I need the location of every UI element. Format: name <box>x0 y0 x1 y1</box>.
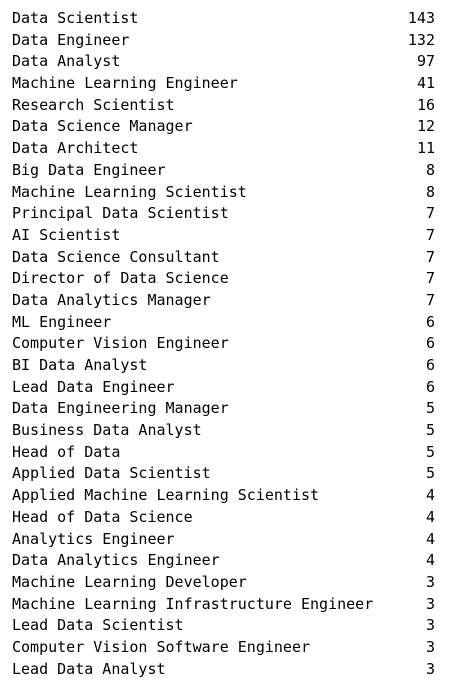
list-item: Head of Data 5 <box>0 442 449 464</box>
job-count: 3 <box>425 637 435 656</box>
job-title: Data Scientist <box>12 9 139 27</box>
job-count: 143 <box>407 9 435 27</box>
job-title: BI Data Analyst <box>12 356 148 374</box>
list-item: Principal Data Scientist 7 <box>0 203 449 225</box>
job-count: 16 <box>416 95 435 114</box>
list-item: Computer Vision Engineer 6 <box>0 333 449 355</box>
job-title: Data Analyst <box>12 52 121 71</box>
list-item: Research Scientist 16 <box>0 95 449 117</box>
job-count: 8 <box>425 182 435 201</box>
job-title: Big Data Engineer <box>12 160 166 179</box>
job-count: 6 <box>425 377 435 396</box>
job-title: Machine Learning Engineer <box>12 74 238 93</box>
job-title: Research Scientist <box>12 95 175 114</box>
list-item: Machine Learning Engineer 41 <box>0 73 449 95</box>
job-title: Head of Data Science <box>12 507 193 526</box>
job-title: Machine Learning Infrastructure Engineer <box>12 594 374 613</box>
job-count: 4 <box>425 529 435 548</box>
job-count: 7 <box>425 247 435 266</box>
list-item: Data Science Consultant 7 <box>0 247 449 269</box>
job-title: Machine Learning Scientist <box>12 182 247 201</box>
list-item: Computer Vision Software Engineer 3 <box>0 637 449 659</box>
list-item: Machine Learning Infrastructure Engineer… <box>0 594 449 616</box>
list-item: Machine Learning Developer 3 <box>0 572 449 594</box>
list-item: Data Scientist 143 <box>0 8 449 30</box>
job-title: Data Science Manager <box>12 117 193 136</box>
job-count: 4 <box>425 507 435 526</box>
job-count: 12 <box>416 117 435 136</box>
list-item: Data Engineer 132 <box>0 30 449 52</box>
job-count: 5 <box>425 399 435 418</box>
list-item: ML Engineer 6 <box>0 312 449 334</box>
job-count: 132 <box>407 30 435 49</box>
job-title: ML Engineer <box>12 312 112 331</box>
list-item: AI Scientist 7 <box>0 225 449 247</box>
job-count: 3 <box>425 594 435 613</box>
list-item: Data Analyst 97 <box>0 51 449 73</box>
job-title: Data Science Consultant <box>12 247 220 266</box>
job-count: 6 <box>425 334 435 353</box>
job-count: 8 <box>425 160 435 179</box>
job-count: 7 <box>425 225 435 244</box>
job-title: Computer Vision Software Engineer <box>12 637 311 656</box>
job-count: 7 <box>425 290 435 309</box>
job-title: Data Analytics Engineer <box>12 551 220 570</box>
job-count: 97 <box>416 52 435 71</box>
job-count: 5 <box>425 421 435 440</box>
job-title: Data Engineer <box>12 30 130 49</box>
job-title: Computer Vision Engineer <box>12 334 229 353</box>
job-title: Business Data Analyst <box>12 421 202 440</box>
list-item: Big Data Engineer 8 <box>0 160 449 182</box>
list-item: Analytics Engineer 4 <box>0 529 449 551</box>
job-title: Director of Data Science <box>12 269 229 288</box>
job-title: Data Analytics Manager <box>12 290 211 309</box>
job-title: Lead Data Scientist <box>12 616 184 635</box>
list-item: Applied Machine Learning Scientist 4 <box>0 485 449 507</box>
job-title: Machine Learning Developer <box>12 572 247 591</box>
job-title: Head of Data <box>12 442 121 461</box>
list-item: Lead Data Scientist 3 <box>0 615 449 637</box>
job-count: 7 <box>425 269 435 288</box>
job-title: AI Scientist <box>12 225 121 244</box>
job-title: Lead Data Analyst <box>12 659 166 678</box>
job-count: 4 <box>425 486 435 505</box>
list-item: Data Architect 11 <box>0 138 449 160</box>
list-item: Lead Data Engineer 6 <box>0 377 449 399</box>
list-item: Director of Data Science 7 <box>0 268 449 290</box>
list-item: Data Analytics Engineer 4 <box>0 550 449 572</box>
job-title: Principal Data Scientist <box>12 204 229 223</box>
job-title: Data Engineering Manager <box>12 399 229 418</box>
job-count: 3 <box>425 616 435 635</box>
job-count: 5 <box>425 442 435 461</box>
list-item: Business Data Analyst 5 <box>0 420 449 442</box>
list-item: Data Science Manager 12 <box>0 116 449 138</box>
job-title: Applied Machine Learning Scientist <box>12 486 320 505</box>
list-item: BI Data Analyst 6 <box>0 355 449 377</box>
list-item: Machine Learning Scientist 8 <box>0 182 449 204</box>
list-item: Lead Data Analyst 3 <box>0 659 449 681</box>
job-count: 11 <box>416 139 435 158</box>
job-count: 6 <box>425 356 435 374</box>
list-item: Data Analytics Manager 7 <box>0 290 449 312</box>
list-item: Applied Data Scientist 5 <box>0 463 449 485</box>
job-count: 5 <box>425 464 435 483</box>
job-title: Lead Data Engineer <box>12 377 175 396</box>
job-count: 3 <box>425 572 435 591</box>
list-item: Data Engineering Manager 5 <box>0 398 449 420</box>
job-title: Analytics Engineer <box>12 529 175 548</box>
list-item: Head of Data Science 4 <box>0 507 449 529</box>
job-count: 7 <box>425 204 435 223</box>
job-count: 3 <box>425 659 435 678</box>
job-count: 6 <box>425 312 435 331</box>
job-count: 41 <box>416 74 435 93</box>
job-title: Data Architect <box>12 139 139 158</box>
job-count: 4 <box>425 551 435 570</box>
job-title: Applied Data Scientist <box>12 464 211 483</box>
